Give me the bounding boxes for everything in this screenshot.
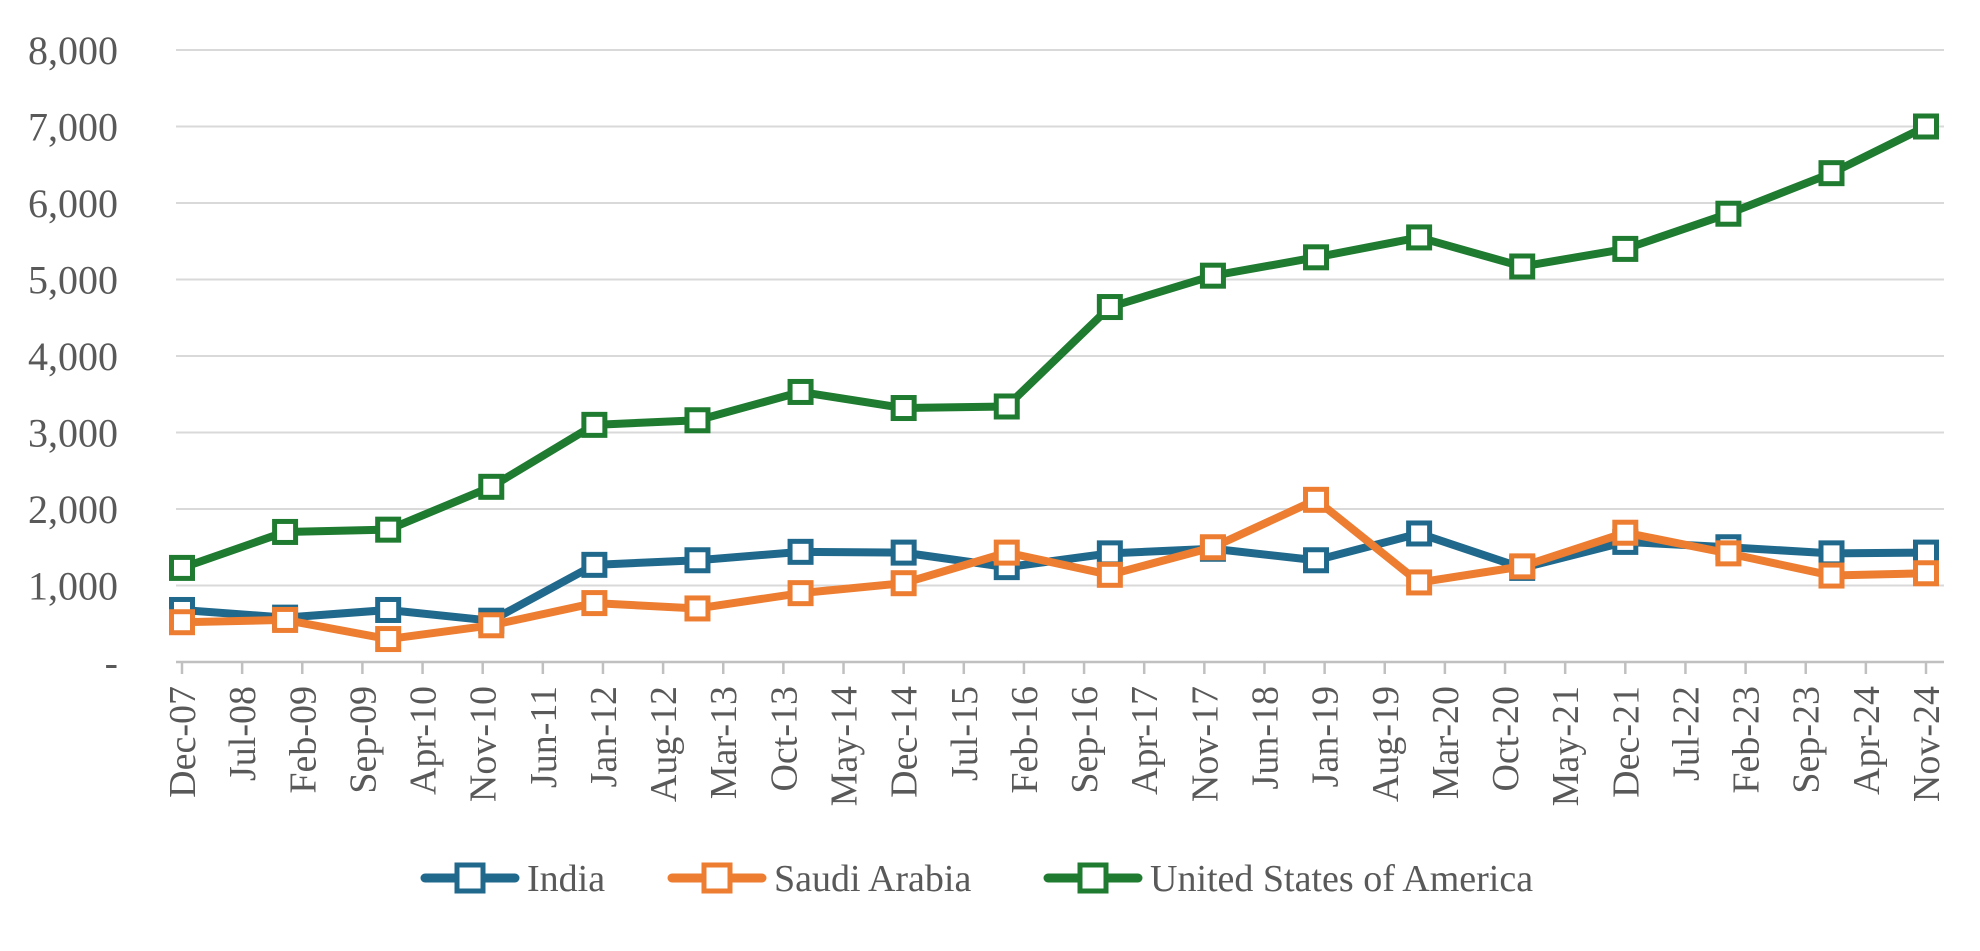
- data-point-marker: [1096, 561, 1123, 588]
- data-point-marker: [1612, 519, 1639, 546]
- y-tick-label: 3,000: [28, 411, 118, 456]
- data-point-marker: [1303, 244, 1330, 271]
- data-point-marker: [1913, 539, 1939, 566]
- data-point-marker: [684, 595, 711, 622]
- series-line-united-states-of-america: [178, 122, 1930, 572]
- data-point-marker: [787, 378, 814, 405]
- y-tick-label: 4,000: [28, 334, 118, 379]
- x-tick-label: May-21: [1545, 686, 1587, 806]
- data-point-marker: [1406, 520, 1433, 547]
- data-point-marker: [993, 393, 1020, 420]
- x-tick-label: Mar-20: [1425, 686, 1467, 799]
- data-point-marker: [375, 596, 402, 623]
- data-point-marker: [1913, 560, 1939, 587]
- x-tick-label: Apr-10: [403, 686, 445, 795]
- legend-marker-square: [701, 862, 733, 894]
- legend-marker-square: [454, 862, 486, 894]
- x-tick-label: Nov-17: [1184, 686, 1226, 802]
- data-point-marker: [1303, 486, 1330, 513]
- x-tick-label: Sep-09: [342, 686, 384, 794]
- x-tick-label: Nov-24: [1906, 686, 1948, 802]
- data-point-marker: [684, 407, 711, 434]
- data-point-marker: [890, 539, 917, 566]
- x-tick-label: Sep-23: [1786, 686, 1828, 794]
- data-point-marker: [993, 539, 1020, 566]
- data-point-marker: [1199, 534, 1226, 561]
- data-point-marker: [375, 626, 402, 653]
- y-tick-label: 2,000: [28, 487, 118, 532]
- legend-label: United States of America: [1150, 858, 1533, 900]
- data-point-marker: [1818, 562, 1845, 589]
- legend-label: India: [527, 858, 605, 900]
- data-point-marker: [375, 516, 402, 543]
- data-point-marker: [1715, 200, 1742, 227]
- y-tick-label: 8,000: [28, 28, 118, 73]
- x-tick-label: Oct-20: [1485, 686, 1527, 792]
- series-line-india: [178, 529, 1930, 625]
- x-tick-label: Nov-10: [463, 686, 505, 802]
- x-tick-label: Jan-12: [583, 686, 625, 787]
- x-tick-label: Aug-19: [1365, 686, 1407, 802]
- data-point-marker: [1818, 160, 1845, 187]
- x-tick-label: Mar-13: [703, 686, 745, 799]
- data-point-marker: [1509, 553, 1536, 580]
- data-point-marker: [478, 612, 505, 639]
- data-point-marker: [890, 570, 917, 597]
- x-tick-label: Dec-07: [162, 686, 204, 798]
- data-point-marker: [1818, 540, 1845, 567]
- x-tick-label: Jun-18: [1244, 686, 1286, 789]
- data-point-marker: [1612, 235, 1639, 262]
- data-point-marker: [787, 538, 814, 565]
- y-tick-label: 6,000: [28, 181, 118, 226]
- data-point-marker: [1096, 540, 1123, 567]
- data-point-marker: [1913, 113, 1939, 140]
- legend-marker-square: [1077, 862, 1109, 894]
- x-tick-label: Aug-12: [643, 686, 685, 802]
- y-tick-label: 5,000: [28, 258, 118, 303]
- x-tick-label: Apr-24: [1846, 686, 1888, 795]
- x-tick-label: Jul-15: [944, 686, 986, 781]
- data-point-marker: [272, 606, 299, 633]
- data-point-marker: [169, 609, 195, 636]
- x-tick-label: Feb-09: [282, 686, 324, 794]
- x-tick-label: Feb-16: [1004, 686, 1046, 794]
- x-tick-label: May-14: [824, 686, 866, 806]
- data-point-marker: [1096, 294, 1123, 321]
- data-point-marker: [1715, 540, 1742, 567]
- x-tick-label: Apr-17: [1124, 686, 1166, 795]
- data-point-marker: [581, 590, 608, 617]
- x-tick-label: Oct-13: [763, 686, 805, 792]
- data-point-marker: [787, 580, 814, 607]
- x-tick-label: Jul-22: [1665, 686, 1707, 781]
- data-point-marker: [169, 554, 195, 581]
- data-point-marker: [1406, 224, 1433, 251]
- x-tick-label: Dec-21: [1605, 686, 1647, 798]
- y-tick-label: 1,000: [28, 564, 118, 609]
- legend-label: Saudi Arabia: [774, 858, 971, 900]
- data-point-marker: [581, 411, 608, 438]
- y-tick-label: -: [105, 640, 118, 685]
- x-tick-label: Sep-16: [1064, 686, 1106, 794]
- data-point-marker: [684, 547, 711, 574]
- x-tick-label: Jan-19: [1305, 686, 1347, 787]
- x-tick-label: Feb-23: [1726, 686, 1768, 794]
- x-tick-label: Jun-11: [523, 686, 565, 788]
- data-point-marker: [890, 395, 917, 422]
- data-point-marker: [581, 551, 608, 578]
- data-point-marker: [478, 473, 505, 500]
- data-point-marker: [272, 518, 299, 545]
- y-tick-label: 7,000: [28, 105, 118, 150]
- data-point-marker: [1303, 547, 1330, 574]
- data-point-marker: [1509, 253, 1536, 280]
- data-point-marker: [1199, 262, 1226, 289]
- data-point-marker: [1406, 569, 1433, 596]
- series-line-saudi-arabia: [178, 495, 1930, 644]
- x-tick-label: Jul-08: [222, 686, 264, 781]
- x-tick-label: Dec-14: [884, 686, 926, 798]
